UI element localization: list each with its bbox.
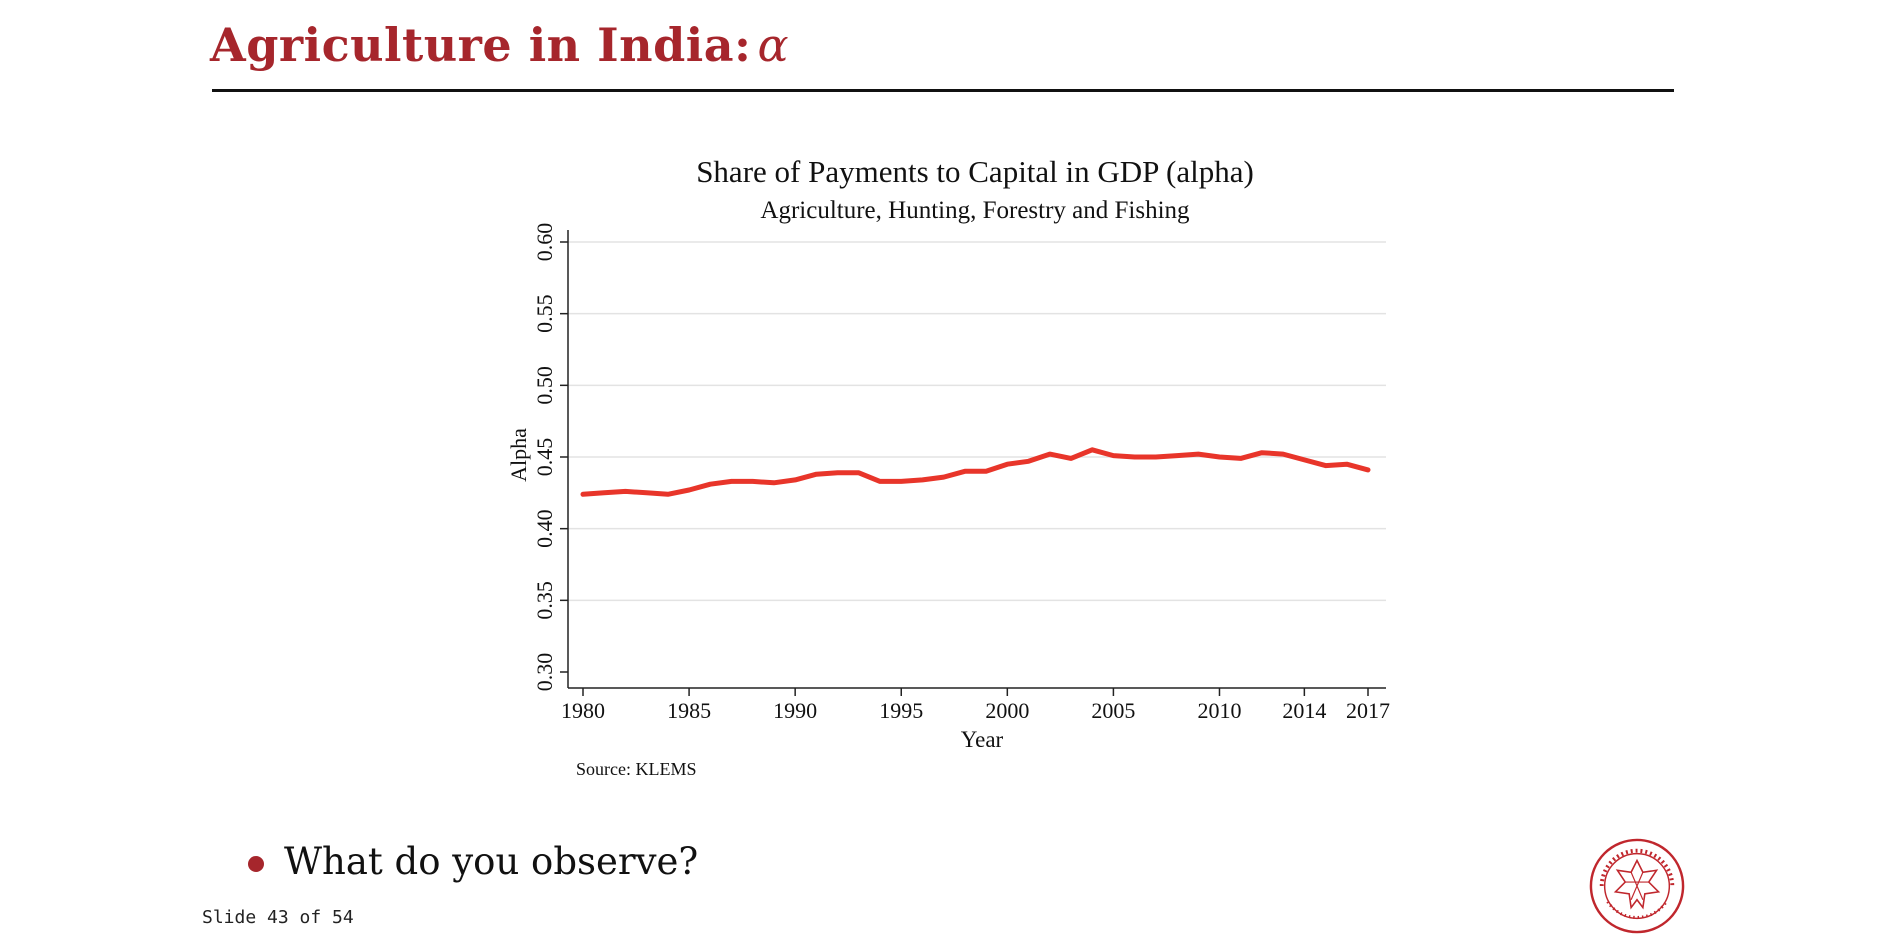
- y-tick-label: 0.30: [532, 653, 557, 692]
- x-tick-label: 2005: [1091, 698, 1135, 723]
- y-tick-label: 0.35: [532, 581, 557, 620]
- x-ticks: 1980 1985 1990 1995 2000 2005 2010 2014 2017: [561, 688, 1390, 723]
- bullet-dot: [248, 855, 264, 872]
- x-tick-label: 1980: [561, 698, 605, 723]
- x-tick-label: 1985: [667, 698, 711, 723]
- y-ticks: 0.30 0.35 0.40 0.45 0.50 0.55 0.60: [532, 223, 568, 692]
- y-tick-label: 0.55: [532, 294, 557, 333]
- chart-subtitle: Agriculture, Hunting, Forestry and Fishi…: [760, 197, 1190, 224]
- title-alpha-symbol: α: [757, 18, 790, 72]
- y-tick-label: 0.40: [532, 509, 557, 548]
- x-tick-label: 2014: [1282, 698, 1326, 723]
- series-line-alpha: [580, 447, 1371, 497]
- x-tick-label: 1995: [879, 698, 923, 723]
- x-tick-label: 2017: [1346, 698, 1390, 723]
- y-tick-label: 0.50: [532, 366, 557, 405]
- slide-title-text: Agriculture in India:: [210, 18, 752, 72]
- bullet-text: What do you observe?: [284, 840, 699, 883]
- university-seal-logo: [1589, 838, 1685, 934]
- slide-title: Agriculture in India: α: [210, 18, 789, 72]
- x-axis-label: Year: [961, 727, 1004, 752]
- y-tick-label: 0.60: [532, 223, 557, 262]
- title-rule: [212, 89, 1674, 92]
- chart-source-note: Source: KLEMS: [576, 759, 697, 779]
- chart-title: Share of Payments to Capital in GDP (alp…: [696, 154, 1254, 189]
- y-axis-label: Alpha: [506, 428, 531, 482]
- x-tick-label: 1990: [773, 698, 817, 723]
- slide-counter: Slide 43 of 54: [202, 907, 354, 928]
- x-tick-label: 2010: [1197, 698, 1241, 723]
- gridlines: [568, 241, 1386, 602]
- x-tick-label: 2000: [985, 698, 1029, 723]
- bullet-item: What do you observe?: [248, 840, 698, 883]
- y-tick-label: 0.45: [532, 438, 557, 477]
